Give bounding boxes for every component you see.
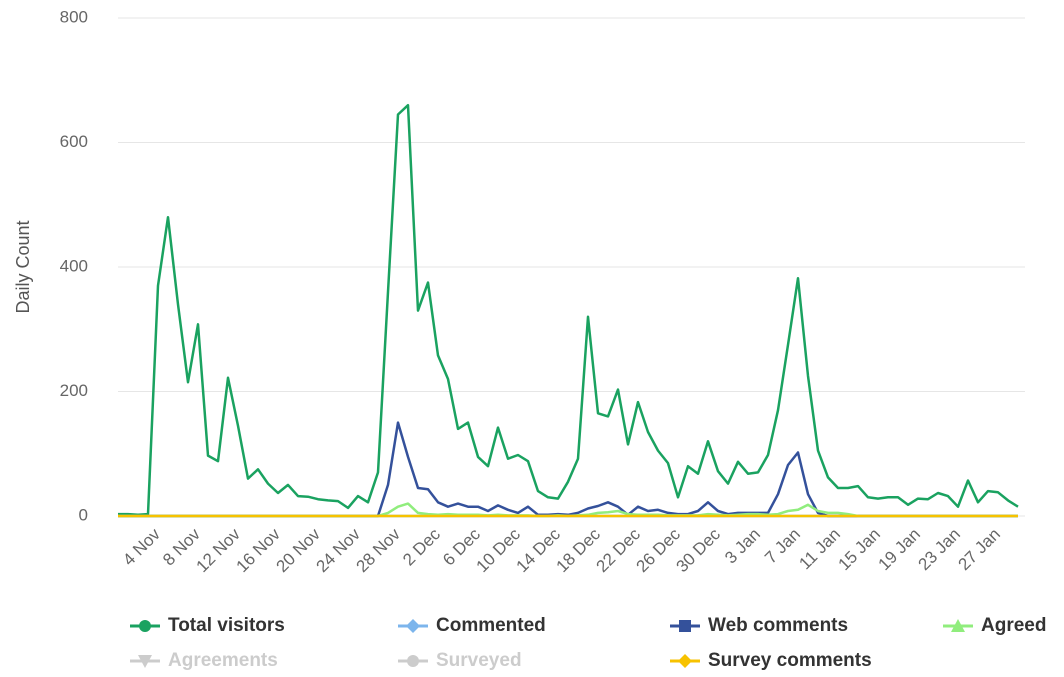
legend-marker: [139, 620, 151, 632]
x-tick-label: 20 Nov: [272, 524, 324, 576]
legend-label: Agreed: [981, 615, 1046, 636]
legend-marker: [406, 619, 420, 633]
series-line: [118, 103, 1019, 517]
x-tick-label: 4 Nov: [119, 524, 164, 569]
legend-marker: [138, 655, 152, 668]
x-tick-label: 12 Nov: [192, 524, 244, 576]
y-axis-label: Daily Count: [13, 220, 33, 313]
legend-item[interactable]: Agreements: [130, 650, 278, 671]
x-tick-label: 3 Jan: [721, 525, 764, 568]
y-tick-label: 800: [60, 7, 88, 26]
legend-item[interactable]: Commented: [398, 615, 546, 636]
legend-label: Survey comments: [708, 650, 872, 671]
legend-item[interactable]: Total visitors: [130, 615, 285, 636]
x-tick-label: 22 Dec: [592, 524, 644, 576]
x-tick-label: 11 Jan: [795, 525, 844, 574]
x-tick-label: 18 Dec: [552, 524, 604, 576]
x-tick-label: 27 Jan: [954, 525, 1004, 575]
legend-item[interactable]: Survey comments: [670, 650, 872, 671]
y-tick-label: 200: [60, 381, 88, 400]
legend-marker: [678, 654, 692, 668]
legend-item[interactable]: Web comments: [670, 615, 848, 636]
x-tick-label: 24 Nov: [312, 524, 364, 576]
x-tick-label: 23 Jan: [914, 525, 964, 575]
x-tick-label: 2 Dec: [399, 524, 444, 569]
x-tick-label: 26 Dec: [632, 524, 684, 576]
y-tick-label: 400: [60, 256, 88, 275]
legend-label: Total visitors: [168, 615, 285, 636]
legend-label: Surveyed: [436, 650, 522, 671]
legend-marker: [407, 655, 419, 667]
y-tick-label: 0: [79, 505, 88, 524]
legend-label: Agreements: [168, 650, 278, 671]
x-tick-label: 16 Nov: [232, 524, 284, 576]
x-tick-label: 14 Dec: [512, 524, 564, 576]
x-tick-label: 28 Nov: [352, 524, 404, 576]
legend-label: Commented: [436, 615, 546, 636]
x-tick-label: 30 Dec: [672, 524, 724, 576]
series-line: [118, 421, 1018, 518]
legend-marker: [951, 619, 965, 632]
x-tick-label: 15 Jan: [834, 525, 884, 575]
legend-label: Web comments: [708, 615, 848, 636]
x-tick-label: 19 Jan: [874, 525, 924, 575]
x-tick-label: 10 Dec: [472, 524, 524, 576]
legend-marker: [679, 620, 691, 632]
y-tick-label: 600: [60, 132, 88, 151]
